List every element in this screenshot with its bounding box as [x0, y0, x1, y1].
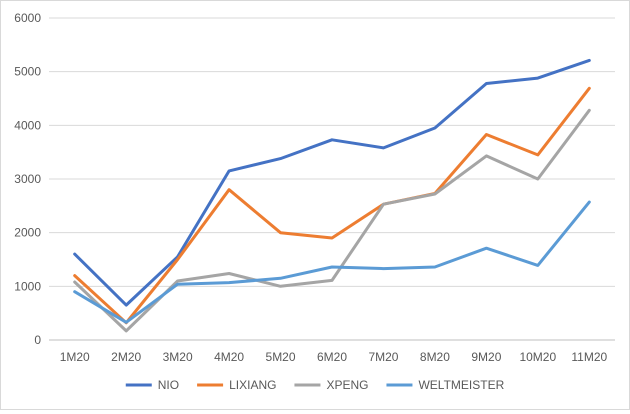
- series-line-weltmeister: [73, 200, 591, 324]
- legend: NIO LIXIANG XPENG WELTMEISTER: [125, 378, 505, 392]
- x-tick-label: 5M20: [266, 350, 296, 364]
- y-tick-label: 1000: [14, 279, 41, 293]
- legend-item-weltmeister: WELTMEISTER: [386, 378, 505, 392]
- y-tick-label: 3000: [14, 172, 41, 186]
- x-tick-label: 9M20: [471, 350, 501, 364]
- legend-label: LIXIANG: [229, 378, 276, 392]
- x-tick-label: 10M20: [519, 350, 556, 364]
- x-tick-label: 8M20: [420, 350, 450, 364]
- legend-label: WELTMEISTER: [418, 378, 504, 392]
- y-tick-label: 6000: [14, 11, 41, 25]
- series-line-lixiang: [73, 86, 591, 325]
- legend-item-nio: NIO: [125, 378, 179, 392]
- y-tick-label: 0: [34, 333, 41, 347]
- y-tick-label: 4000: [14, 118, 41, 132]
- x-tick-label: 11M20: [571, 350, 607, 364]
- x-tick-label: 7M20: [368, 350, 398, 364]
- y-tick-label: 2000: [14, 226, 41, 240]
- legend-label: NIO: [158, 378, 179, 392]
- y-axis-tick-labels: 0 1000 2000 3000 4000 5000 6000: [14, 11, 41, 347]
- legend-label: XPENG: [326, 378, 368, 392]
- legend-item-xpeng: XPENG: [294, 378, 368, 392]
- gridlines: [49, 17, 615, 341]
- x-tick-label: 4M20: [214, 350, 244, 364]
- x-axis-tick-labels: 1M20 2M20 3M20 4M20 5M20 6M20 7M20 8M20 9M20 10M2…: [60, 350, 608, 364]
- x-tick-label: 3M20: [163, 350, 193, 364]
- legend-item-lixiang: LIXIANG: [197, 378, 276, 392]
- x-tick-label: 2M20: [111, 350, 141, 364]
- series-lines: [73, 58, 591, 333]
- x-tick-label: 6M20: [317, 350, 347, 364]
- x-tick-label: 1M20: [60, 350, 90, 364]
- series-line-nio: [73, 58, 591, 307]
- y-tick-label: 5000: [14, 65, 41, 79]
